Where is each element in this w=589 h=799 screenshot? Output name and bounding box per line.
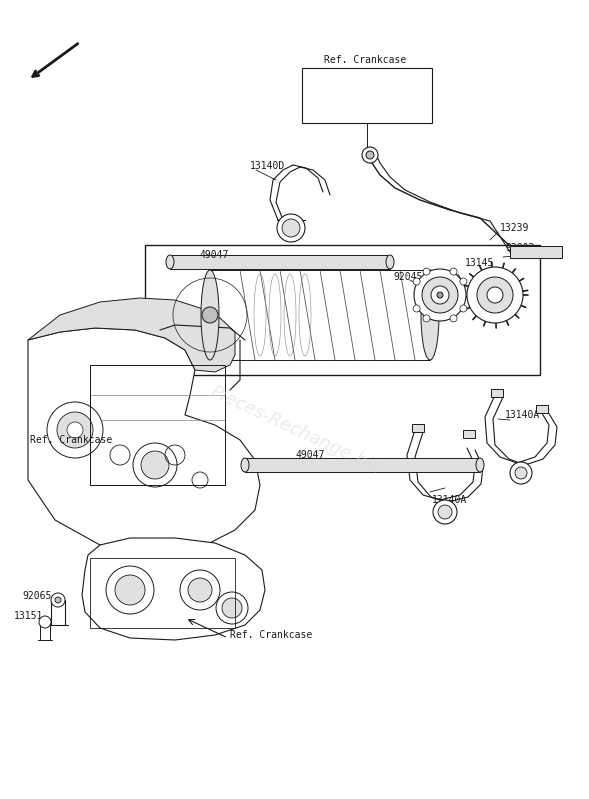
Ellipse shape: [414, 269, 466, 321]
Ellipse shape: [386, 255, 394, 269]
Circle shape: [180, 570, 220, 610]
Ellipse shape: [437, 292, 443, 298]
Bar: [145, 245, 540, 375]
Circle shape: [141, 451, 169, 479]
Circle shape: [438, 505, 452, 519]
Circle shape: [413, 305, 420, 312]
Circle shape: [423, 268, 430, 275]
Ellipse shape: [241, 458, 249, 472]
Circle shape: [460, 305, 467, 312]
Text: 13140D: 13140D: [250, 161, 285, 171]
Text: 92002: 92002: [505, 243, 534, 253]
Circle shape: [366, 151, 374, 159]
Circle shape: [55, 597, 61, 603]
Circle shape: [477, 277, 513, 313]
Text: 13145: 13145: [465, 258, 494, 268]
Circle shape: [460, 278, 467, 285]
Ellipse shape: [422, 277, 458, 313]
Circle shape: [277, 214, 305, 242]
Text: Pieces-Rechange.biz: Pieces-Rechange.biz: [207, 383, 383, 477]
Circle shape: [133, 443, 177, 487]
Text: 92065: 92065: [22, 591, 51, 601]
Circle shape: [450, 268, 457, 275]
Circle shape: [510, 462, 532, 484]
Text: 49047: 49047: [295, 450, 325, 460]
Text: 49047: 49047: [200, 250, 229, 260]
Circle shape: [362, 147, 378, 163]
Bar: [90, 558, 235, 628]
Circle shape: [487, 287, 503, 303]
Circle shape: [216, 592, 248, 624]
Bar: [510, 246, 562, 258]
Circle shape: [282, 219, 300, 237]
Text: Ref. Crankcase: Ref. Crankcase: [30, 435, 112, 445]
Bar: [302, 68, 432, 123]
Circle shape: [57, 412, 93, 448]
Ellipse shape: [201, 270, 219, 360]
Text: Ref. Crankcase: Ref. Crankcase: [324, 55, 406, 65]
Text: 13140A: 13140A: [505, 410, 540, 420]
Text: Ref. Crankcase: Ref. Crankcase: [230, 630, 312, 640]
Circle shape: [188, 578, 212, 602]
Circle shape: [115, 575, 145, 605]
Ellipse shape: [431, 286, 449, 304]
Bar: [170, 255, 390, 269]
Circle shape: [222, 598, 242, 618]
Bar: [90, 365, 225, 485]
Text: 92045: 92045: [393, 272, 422, 282]
Polygon shape: [28, 328, 260, 555]
Polygon shape: [82, 538, 265, 640]
Bar: [536, 405, 548, 413]
Bar: [491, 389, 503, 397]
Circle shape: [450, 315, 457, 322]
Circle shape: [467, 267, 523, 323]
Circle shape: [515, 467, 527, 479]
Bar: [245, 458, 480, 472]
Text: 13140A: 13140A: [432, 495, 467, 505]
Circle shape: [433, 500, 457, 524]
Circle shape: [106, 566, 154, 614]
Bar: [463, 430, 475, 438]
Text: 610: 610: [420, 286, 438, 296]
Circle shape: [423, 315, 430, 322]
Circle shape: [51, 593, 65, 607]
Ellipse shape: [476, 458, 484, 472]
Text: 13151: 13151: [14, 611, 44, 621]
Circle shape: [39, 616, 51, 628]
Circle shape: [202, 307, 218, 323]
Polygon shape: [28, 298, 235, 372]
Circle shape: [413, 278, 420, 285]
Ellipse shape: [166, 255, 174, 269]
Bar: [412, 424, 424, 432]
Circle shape: [67, 422, 83, 438]
Ellipse shape: [421, 270, 439, 360]
Circle shape: [47, 402, 103, 458]
Text: 13239: 13239: [500, 223, 530, 233]
